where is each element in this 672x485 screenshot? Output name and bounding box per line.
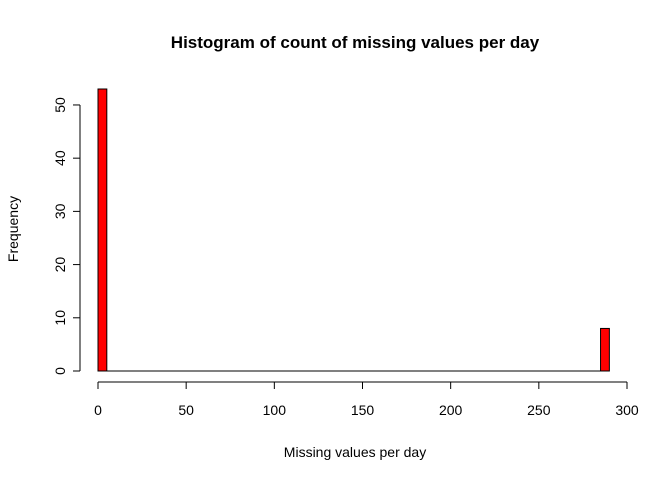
- x-tick-label: 100: [263, 402, 287, 418]
- x-tick-label: 300: [615, 402, 639, 418]
- y-tick-label: 30: [52, 203, 68, 219]
- y-tick-label: 50: [52, 97, 68, 113]
- y-tick-label: 0: [52, 367, 68, 375]
- x-axis: 0 50 100 150 200 250 300: [94, 381, 639, 418]
- bars-group: [97, 88, 610, 372]
- histogram-bar-0: [97, 88, 108, 372]
- x-axis-label: Missing values per day: [284, 444, 426, 460]
- x-tick-label: 150: [351, 402, 375, 418]
- y-axis-label: Frequency: [5, 196, 21, 262]
- histogram-bar-1: [600, 327, 610, 372]
- y-tick-label: 40: [52, 150, 68, 166]
- x-tick-label: 0: [94, 402, 102, 418]
- y-tick-label: 20: [52, 257, 68, 273]
- chart-title: Histogram of count of missing values per…: [171, 33, 540, 52]
- y-tick-label: 10: [52, 310, 68, 326]
- y-axis: 0 10 20 30 40 50: [52, 97, 81, 375]
- x-tick-label: 50: [178, 402, 194, 418]
- x-tick-label: 200: [439, 402, 463, 418]
- x-tick-label: 250: [527, 402, 551, 418]
